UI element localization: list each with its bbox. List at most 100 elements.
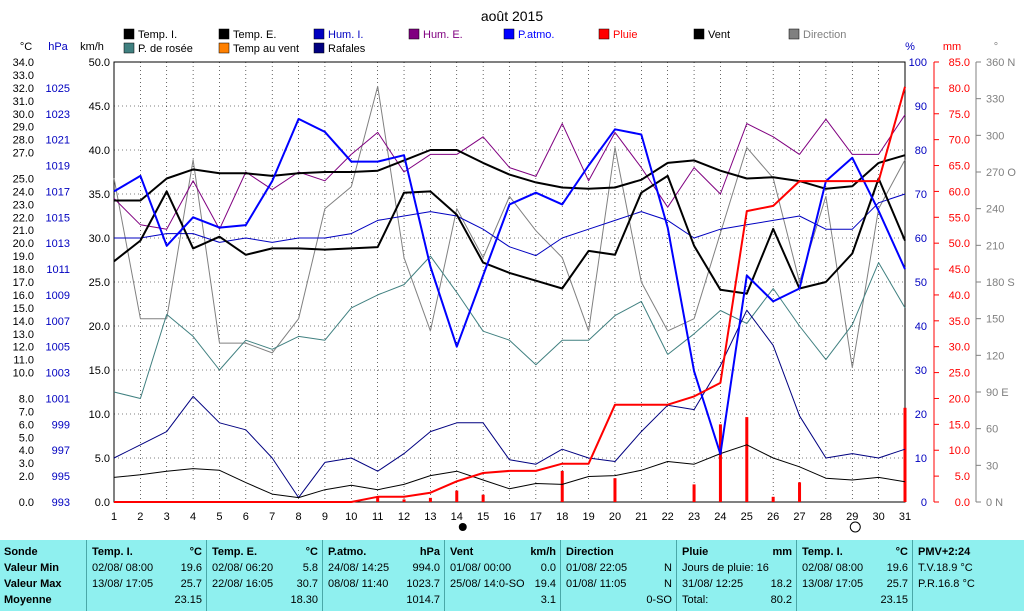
direction-tick-label: 300 xyxy=(986,130,1004,142)
temp-tick-label: 19.0 xyxy=(13,251,34,263)
row-label: Moyenne xyxy=(0,592,86,608)
rain-tick-label: 55.0 xyxy=(949,212,970,224)
rain-tick-label: 60.0 xyxy=(949,186,970,198)
avg-value: 0-SO xyxy=(646,594,672,606)
avg-value: 1014.7 xyxy=(406,594,440,606)
rain-tick-label: 45.0 xyxy=(949,264,970,276)
rain-bar xyxy=(481,494,485,502)
humidity-tick-label: 10 xyxy=(915,453,927,465)
column-unit: hPa xyxy=(419,546,440,558)
column-header: Direction xyxy=(562,544,676,560)
min-value: 5.8 xyxy=(302,562,318,574)
rain-tick-label: 65.0 xyxy=(949,161,970,173)
max-row: 22/08/ 16:05 30.7 xyxy=(208,576,322,592)
legend-swatch xyxy=(788,28,800,40)
temp-tick-label: 34.0 xyxy=(13,57,34,69)
x-tick-label: 24 xyxy=(714,511,726,523)
legend: Temp. I. Temp. E. Hum. I. Hum. E. P.atmo. Plu… xyxy=(123,28,846,55)
legend-swatch xyxy=(123,42,135,54)
min-value: 0.0 xyxy=(540,562,556,574)
max-date: 01/08/ 11:05 xyxy=(566,578,627,590)
rain-axis: 0.0 5.0 10.0 15.0 20.0 25.0 30.0 35.0 40.0 45.0 50… xyxy=(933,57,970,509)
column-separator xyxy=(86,540,87,611)
series-line-hum-i- xyxy=(114,193,906,257)
avg-row: 0-SO xyxy=(562,592,676,608)
avg-value: 23.15 xyxy=(880,594,908,606)
pressure-tick-label: 1025 xyxy=(46,83,70,95)
series-lines xyxy=(113,85,906,503)
pressure-tick-label: 1005 xyxy=(46,342,70,354)
temp-tick-label: 31.0 xyxy=(13,96,34,108)
full-moon-icon xyxy=(849,521,861,533)
x-tick-label: 13 xyxy=(424,511,436,523)
humidity-tick-label: 20 xyxy=(915,409,927,421)
legend-label: P.atmo. xyxy=(518,29,555,41)
axis-unit-label: ° xyxy=(994,41,998,53)
direction-tick-label: 240 xyxy=(986,204,1004,216)
rain-bar xyxy=(613,478,617,502)
temp-tick-label: 7.0 xyxy=(19,406,34,418)
row-label-text: Moyenne xyxy=(4,594,52,606)
summary-column: Direction 01/08/ 22:05 N 01/08/ 11:05 N 0-SO xyxy=(562,540,676,611)
temp-tick-label: 22.0 xyxy=(13,212,34,224)
pressure-tick-label: 1007 xyxy=(46,316,70,328)
rain-tick-label: 70.0 xyxy=(949,135,970,147)
min-value: 19.6 xyxy=(886,562,908,574)
column-title: PMV+2:24 xyxy=(918,546,971,558)
wind-tick-label: 50.0 xyxy=(89,57,110,69)
max-date: 08/08/ 11:40 xyxy=(328,578,389,590)
avg-value: 80.2 xyxy=(770,594,792,606)
direction-tick-label: 330 xyxy=(986,94,1004,106)
direction-tick-label: 60 xyxy=(986,424,998,436)
direction-tick-label: 360 N xyxy=(986,57,1015,69)
column-title: Temp. I. xyxy=(802,546,843,558)
rain-bar xyxy=(455,490,459,502)
series-line-hum-e- xyxy=(113,114,906,230)
x-tick-label: 9 xyxy=(322,511,328,523)
weather-chart: août 2015 Temp. I. Temp. E. Hum. I. Hum. E.… xyxy=(13,8,1016,533)
x-tick-label: 29 xyxy=(846,511,858,523)
avg-label: Total: xyxy=(682,594,709,606)
legend-label: Temp. I. xyxy=(138,29,177,41)
rain-bar xyxy=(692,484,696,502)
legend-label: Vent xyxy=(708,29,730,41)
avg-row: 23.15 xyxy=(88,592,206,608)
series-line-temp-e- xyxy=(113,174,906,295)
wind-tick-label: 0.0 xyxy=(95,497,110,509)
x-tick-label: 21 xyxy=(635,511,647,523)
temp-tick-label: 33.0 xyxy=(13,70,34,82)
pressure-tick-label: 1015 xyxy=(46,212,70,224)
new-moon-icon xyxy=(458,523,467,531)
x-tick-label: 20 xyxy=(609,511,621,523)
row-label-text: Sonde xyxy=(4,546,38,558)
humidity-tick-label: 90 xyxy=(915,101,927,113)
column-header: PMV+2:24 xyxy=(914,544,1024,560)
humidity-tick-label: 30 xyxy=(915,365,927,377)
rain-tick-label: 30.0 xyxy=(949,342,970,354)
x-tick-label: 26 xyxy=(767,511,779,523)
wind-tick-label: 30.0 xyxy=(89,233,110,245)
avg-row: 3.1 xyxy=(446,592,560,608)
temp-tick-label: 30.0 xyxy=(13,109,34,121)
min-row: 24/08/ 14:25 994.0 xyxy=(324,560,444,576)
x-tick-label: 14 xyxy=(451,511,463,523)
x-tick-label: 25 xyxy=(741,511,753,523)
rain-tick-label: 35.0 xyxy=(949,316,970,328)
legend-swatch xyxy=(218,42,230,54)
min-row: Jours de pluie: 16 xyxy=(678,560,796,576)
rain-tick-label: 75.0 xyxy=(949,109,970,121)
legend-label: Hum. E. xyxy=(423,29,463,41)
direction-tick-label: 90 E xyxy=(986,387,1009,399)
rain-bar xyxy=(903,407,907,502)
column-header: P.atmo. hPa xyxy=(324,544,444,560)
rain-bars xyxy=(376,407,907,502)
max-date: 13/08/ 17:05 xyxy=(802,578,864,590)
pressure-tick-label: 999 xyxy=(52,419,70,431)
summary-column: Temp. I. °C 02/08/ 08:00 19.6 13/08/ 17:05 25… xyxy=(88,540,206,611)
avg-value: 23.15 xyxy=(174,594,202,606)
max-row: 01/08/ 11:05 N xyxy=(562,576,676,592)
max-date: 25/08/ 14:0-SO xyxy=(450,578,525,590)
x-tick-label: 2 xyxy=(137,511,143,523)
temp-tick-label: 2.0 xyxy=(19,471,34,483)
direction-tick-label: 0 N xyxy=(986,497,1003,509)
